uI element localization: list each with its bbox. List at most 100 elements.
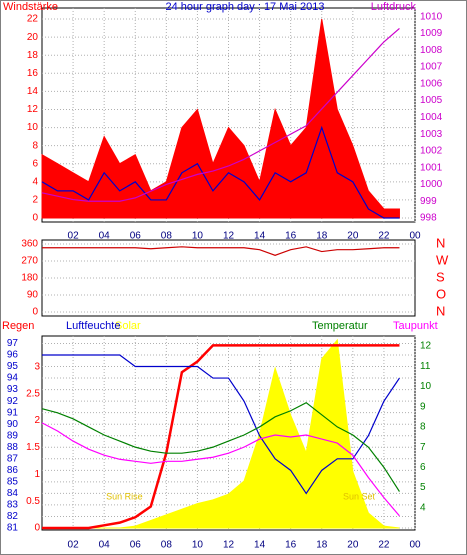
y-tick-label: 22 <box>27 14 39 25</box>
y2-tick-label: 3 <box>34 361 40 372</box>
line-series <box>41 401 400 492</box>
y-tick-label: 18 <box>27 50 39 61</box>
x-tick-label: 20 <box>347 231 359 242</box>
y-tick-label: 82 <box>7 511 19 522</box>
y2-tick-label: W <box>436 252 449 267</box>
y-tick-label: 8 <box>32 140 38 151</box>
x-tick-label: 12 <box>223 231 235 242</box>
x-tick-label: 10 <box>192 540 204 551</box>
y-tick-label: 91 <box>7 407 19 418</box>
x-tick-label: 08 <box>161 540 173 551</box>
y-tick-label: 90 <box>27 290 39 301</box>
y2-tick-label: O <box>436 286 446 301</box>
y3-tick-label: 8 <box>420 422 426 433</box>
y-tick-label: 88 <box>7 442 19 453</box>
y2-tick-label: 1004 <box>420 112 443 123</box>
x-tick-label: 20 <box>347 540 359 551</box>
y2-tick-label: 999 <box>420 196 437 207</box>
x-tick-label: 10 <box>192 231 204 242</box>
area-series <box>41 18 400 219</box>
annotation: Sun Set <box>343 491 376 501</box>
y-tick-label: 93 <box>7 384 19 395</box>
y-tick-label: 94 <box>7 373 19 384</box>
y-tick-label: 0 <box>32 307 38 318</box>
x-tick-label: 16 <box>285 231 297 242</box>
y-tick-label: 0 <box>32 213 38 224</box>
y-tick-label: 81 <box>7 523 19 534</box>
x-tick-label: 02 <box>68 231 80 242</box>
y3-tick-label: 11 <box>420 361 431 372</box>
line-series <box>42 344 400 530</box>
line-series <box>42 246 400 256</box>
legend-label: Solar <box>115 320 141 332</box>
y2-tick-label: 1007 <box>420 62 443 73</box>
y-tick-label: 180 <box>21 273 38 284</box>
chart-title: 24 hour graph day : 17 Mai 2013 <box>165 1 324 13</box>
y2-tick-label: 1001 <box>420 162 443 173</box>
y-tick-label: 89 <box>7 430 19 441</box>
y2-tick-label: 2.5 <box>26 388 40 399</box>
y2-tick-label: 2 <box>34 415 40 426</box>
y-tick-label: 2 <box>32 195 38 206</box>
y2-tick-label: 1005 <box>420 95 443 106</box>
y2-tick-label: 1003 <box>420 129 443 140</box>
y-tick-label: 87 <box>7 453 19 464</box>
y2-tick-label: 1010 <box>420 11 443 22</box>
y2-tick-label: N <box>436 303 445 318</box>
y-tick-label: 97 <box>7 338 19 349</box>
x-tick-label: 14 <box>254 540 266 551</box>
y3-tick-label: 4 <box>420 502 426 513</box>
x-tick-label: 12 <box>223 540 235 551</box>
x-tick-label: 04 <box>99 540 111 551</box>
y-tick-label: 16 <box>27 68 39 79</box>
x-tick-label: 18 <box>316 231 328 242</box>
annotation: Sun Rise <box>106 491 143 501</box>
x-tick-label: 14 <box>254 231 266 242</box>
y-tick-label: 4 <box>32 176 38 187</box>
x-tick-label: 22 <box>378 231 390 242</box>
x-tick-label: 16 <box>285 540 297 551</box>
y-tick-label: 6 <box>32 158 38 169</box>
legend-label: Temperatur <box>312 320 368 332</box>
x-tick-label: 00 <box>409 231 421 242</box>
x-tick-label: 00 <box>409 540 421 551</box>
y2-tick-label: 1009 <box>420 28 443 39</box>
y3-tick-label: 9 <box>420 401 426 412</box>
line-series <box>41 422 400 517</box>
x-tick-label: 22 <box>378 540 390 551</box>
y3-tick-label: 6 <box>420 462 426 473</box>
y2-tick-label: 1.5 <box>26 442 40 453</box>
y-tick-label: 92 <box>7 396 19 407</box>
y-tick-label: 360 <box>21 239 38 250</box>
y2-tick-label: S <box>436 269 445 284</box>
y-tick-label: 10 <box>27 122 39 133</box>
x-tick-label: 04 <box>99 231 111 242</box>
y-tick-label: 14 <box>27 86 39 97</box>
x-tick-label: 08 <box>161 231 173 242</box>
y2-tick-label: 998 <box>420 213 437 224</box>
y3-tick-label: 7 <box>420 442 426 453</box>
y3-tick-label: 10 <box>420 381 432 392</box>
legend-label: Luftfeuchte <box>66 320 120 332</box>
y-tick-label: 20 <box>27 32 39 43</box>
y2-axis-label: Luftdruck <box>371 1 417 13</box>
y2-tick-label: 1000 <box>420 179 443 190</box>
y2-tick-label: 1 <box>34 469 40 480</box>
y-tick-label: 96 <box>7 350 19 361</box>
legend-label: Regen <box>2 320 34 332</box>
y-tick-label: 270 <box>21 256 38 267</box>
y-tick-label: 12 <box>27 104 39 115</box>
legend-label: Taupunkt <box>393 320 438 332</box>
y-tick-label: 84 <box>7 488 19 499</box>
y3-tick-label: 5 <box>420 482 426 493</box>
y2-tick-label: 1002 <box>420 146 443 157</box>
y2-tick-label: 1008 <box>420 45 443 56</box>
y2-tick-label: N <box>436 235 445 250</box>
x-tick-label: 06 <box>130 231 142 242</box>
area-series <box>42 338 400 529</box>
line-series <box>42 354 400 495</box>
y-axis-label: Windstärke <box>3 1 58 13</box>
y3-tick-label: 12 <box>420 341 432 352</box>
